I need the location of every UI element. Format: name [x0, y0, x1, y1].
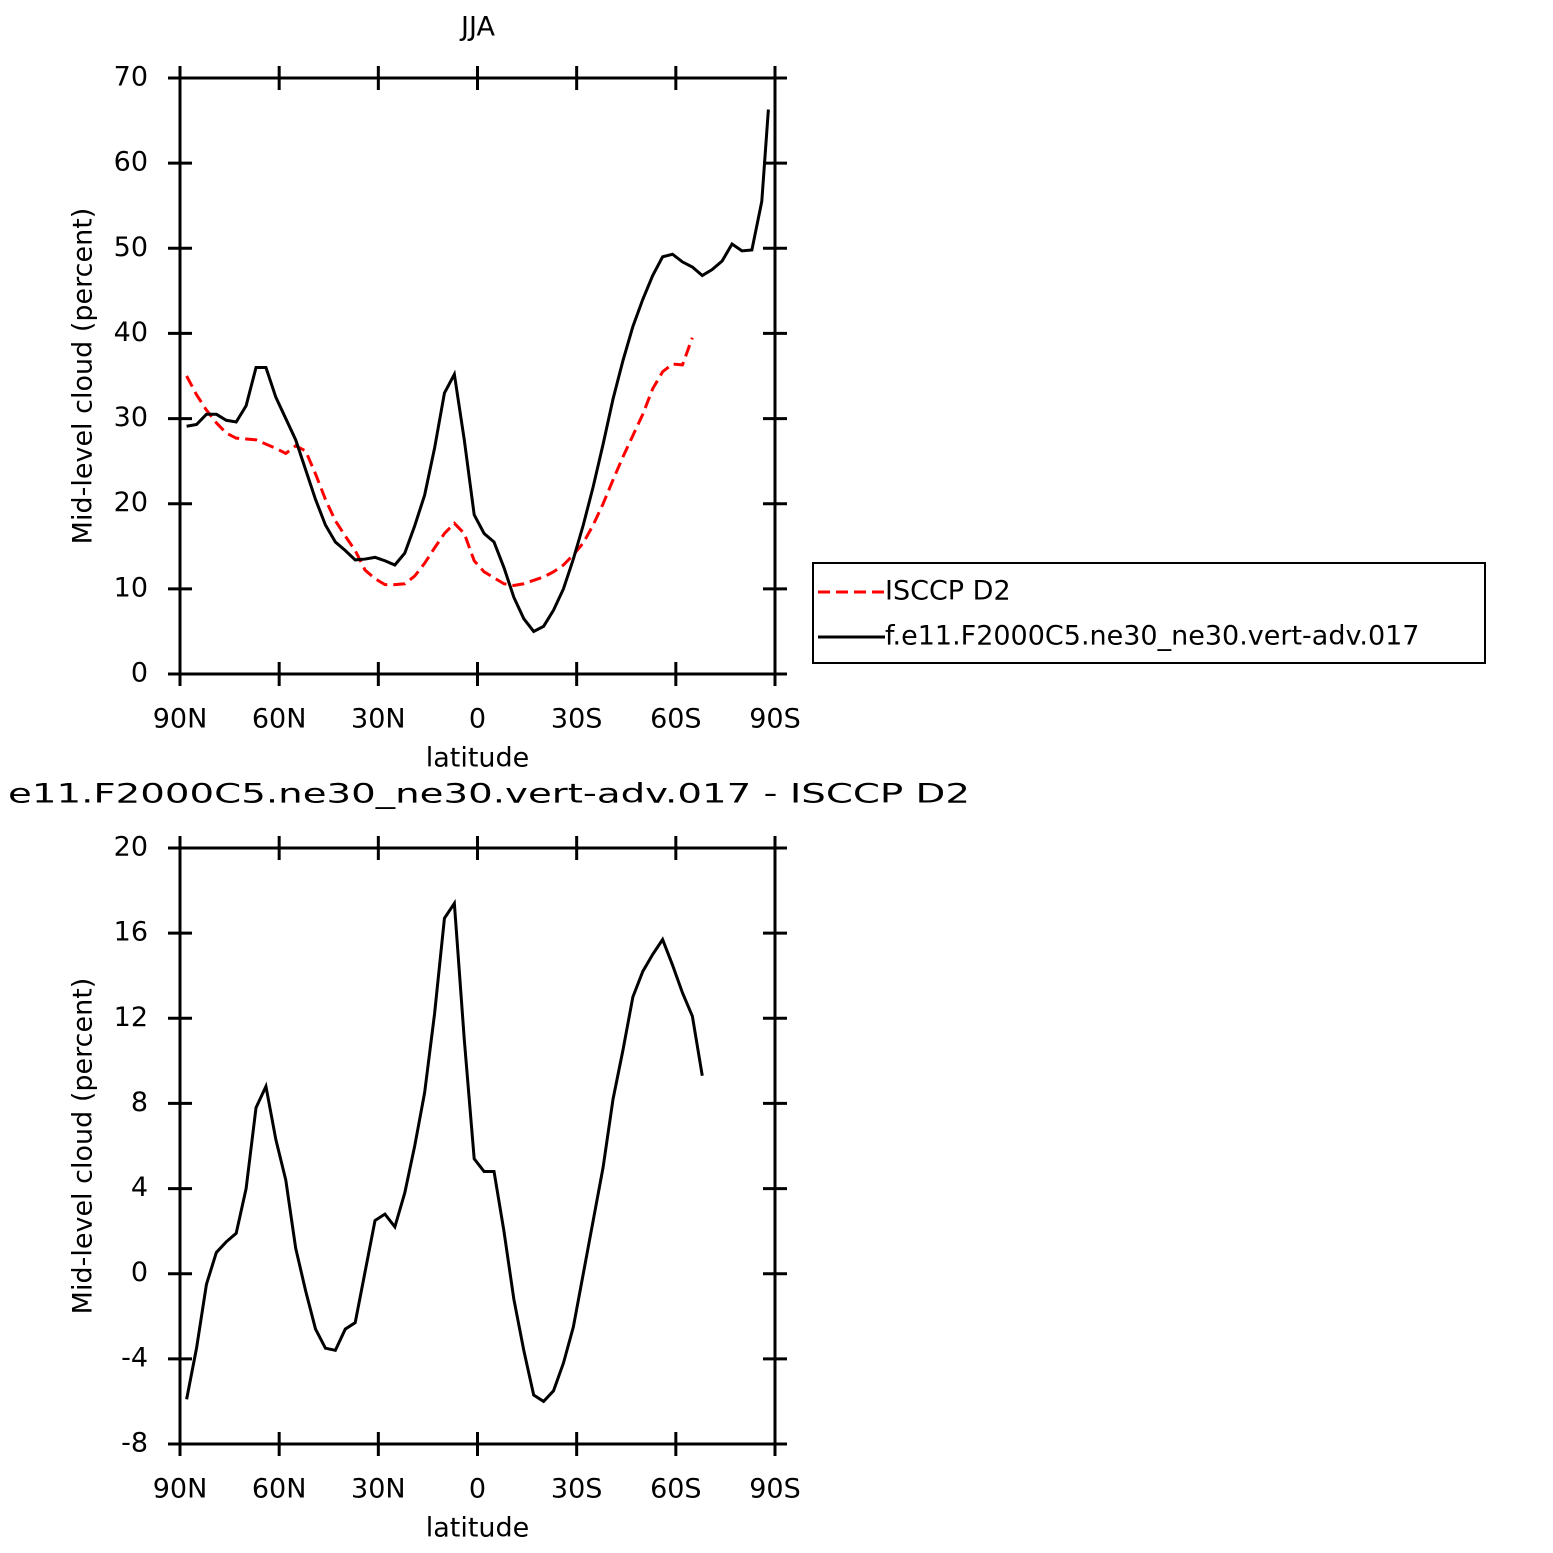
y-axis-label: Mid-level cloud (percent): [68, 978, 99, 1315]
legend-label: f.e11.F2000C5.ne30_ne30.vert-adv.017: [885, 621, 1419, 652]
y-tick-label: 20: [114, 487, 148, 518]
x-tick-label: 90S: [749, 704, 801, 735]
x-tick-label: 90N: [153, 704, 208, 735]
y-tick-label: 16: [114, 917, 148, 948]
x-tick-label: 0: [469, 704, 486, 735]
x-tick-label: 30N: [351, 704, 406, 735]
legend-label: ISCCP D2: [885, 576, 1011, 607]
y-tick-label: 0: [131, 658, 148, 689]
data-line: [186, 109, 770, 634]
plot-frame: [178, 76, 777, 676]
x-tick-label: 60N: [252, 1474, 307, 1505]
chart-title: e11.F2000C5.ne30_ne30.vert-adv.017 - ISC…: [8, 779, 970, 810]
y-tick-label: 4: [131, 1172, 148, 1203]
x-tick-label: 90S: [749, 1474, 801, 1505]
x-tick-label: 30N: [351, 1474, 406, 1505]
y-tick-label: 12: [114, 1002, 148, 1033]
y-tick-label: 30: [114, 402, 148, 433]
x-axis-label: latitude: [426, 743, 530, 774]
y-tick-label: 0: [131, 1257, 148, 1288]
x-tick-label: 60S: [650, 704, 702, 735]
x-tick-label: 0: [469, 1474, 486, 1505]
x-tick-label: 60S: [650, 1474, 702, 1505]
x-tick-label: 30S: [551, 1474, 603, 1505]
data-line: [185, 898, 704, 1404]
legend-box: [812, 562, 1486, 664]
y-tick-label: 40: [114, 317, 148, 348]
y-tick-label: -8: [121, 1428, 148, 1459]
y-tick-label: 50: [114, 232, 148, 263]
x-tick-label: 90N: [153, 1474, 208, 1505]
x-tick-label: 30S: [551, 704, 603, 735]
x-axis-label: latitude: [426, 1513, 530, 1544]
y-tick-label: 60: [114, 147, 148, 178]
chart-title: JJA: [459, 12, 495, 43]
plot-frame: [178, 846, 777, 1446]
y-tick-label: -4: [121, 1342, 148, 1373]
y-tick-label: 10: [114, 572, 148, 603]
y-axis-label: Mid-level cloud (percent): [68, 208, 99, 545]
y-tick-label: 8: [131, 1087, 148, 1118]
y-tick-label: 20: [114, 832, 148, 863]
data-line: [185, 337, 694, 587]
x-tick-label: 60N: [252, 704, 307, 735]
y-tick-label: 70: [114, 62, 148, 93]
